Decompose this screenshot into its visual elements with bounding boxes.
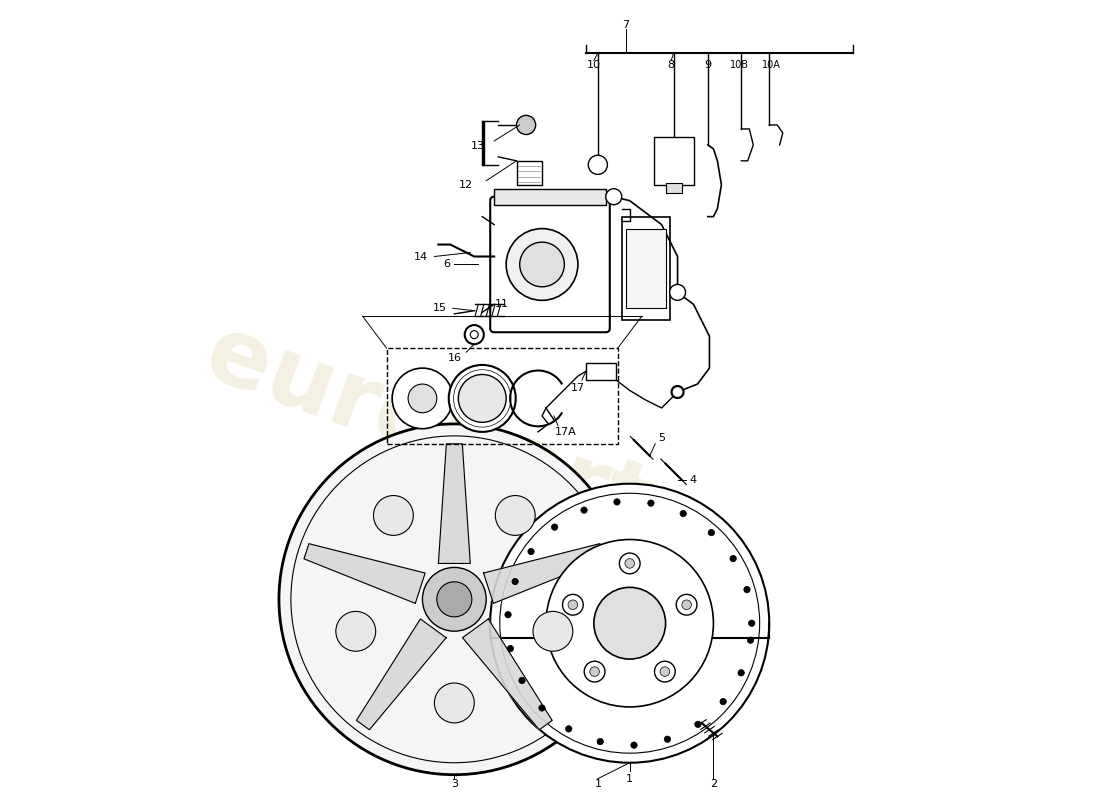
Text: 5: 5 [658, 434, 666, 443]
Bar [621, 217, 670, 320]
Circle shape [568, 600, 578, 610]
Text: 2: 2 [710, 779, 717, 790]
Circle shape [648, 500, 654, 506]
Text: 1: 1 [594, 778, 602, 789]
Circle shape [464, 325, 484, 344]
Text: 13: 13 [471, 142, 485, 151]
Circle shape [748, 620, 755, 626]
Text: 12: 12 [459, 180, 473, 190]
Bar [517, 161, 542, 185]
Circle shape [528, 548, 535, 554]
Circle shape [517, 115, 536, 134]
Circle shape [408, 384, 437, 413]
Circle shape [279, 424, 629, 774]
Circle shape [588, 155, 607, 174]
Polygon shape [484, 544, 605, 603]
Circle shape [594, 587, 666, 659]
Circle shape [708, 530, 715, 536]
Circle shape [519, 678, 525, 684]
Circle shape [534, 611, 573, 651]
Circle shape [695, 721, 701, 727]
Bar [482, 121, 484, 165]
Polygon shape [304, 544, 425, 603]
Text: a passion for parts since 1985: a passion for parts since 1985 [404, 493, 727, 626]
FancyBboxPatch shape [491, 197, 609, 332]
Circle shape [437, 582, 472, 617]
Polygon shape [462, 619, 552, 730]
Text: 16: 16 [448, 353, 461, 362]
Circle shape [680, 510, 686, 517]
Circle shape [597, 738, 604, 745]
Circle shape [505, 611, 512, 618]
Circle shape [619, 553, 640, 574]
Circle shape [676, 594, 697, 615]
Circle shape [539, 705, 546, 711]
Circle shape [738, 670, 745, 676]
Text: 4: 4 [690, 474, 697, 485]
Circle shape [422, 567, 486, 631]
Circle shape [519, 242, 564, 286]
Circle shape [614, 498, 620, 505]
Circle shape [630, 742, 637, 748]
Circle shape [584, 662, 605, 682]
Circle shape [590, 667, 600, 676]
Text: 10B: 10B [730, 60, 749, 70]
Circle shape [512, 578, 518, 585]
Text: 10: 10 [586, 60, 601, 70]
Text: europarts: europarts [194, 307, 715, 572]
Circle shape [672, 386, 683, 398]
Bar [586, 362, 616, 380]
Circle shape [664, 736, 671, 742]
Text: 15: 15 [433, 303, 447, 314]
Text: 3: 3 [451, 779, 458, 790]
Polygon shape [439, 444, 471, 563]
Circle shape [730, 555, 736, 562]
Circle shape [744, 586, 750, 593]
Circle shape [336, 611, 376, 651]
Circle shape [660, 667, 670, 676]
Circle shape [495, 495, 536, 535]
Circle shape [551, 524, 558, 530]
Circle shape [747, 637, 754, 643]
Bar [653, 137, 693, 185]
Circle shape [682, 600, 692, 610]
Circle shape [565, 726, 572, 732]
Text: 10A: 10A [762, 60, 781, 70]
Circle shape [606, 189, 621, 205]
Text: 1: 1 [626, 774, 634, 784]
Text: 11: 11 [495, 299, 509, 310]
Circle shape [393, 368, 453, 429]
Circle shape [374, 495, 414, 535]
Bar [666, 183, 682, 193]
Circle shape [471, 330, 478, 338]
Circle shape [546, 539, 714, 707]
Text: 9: 9 [704, 60, 712, 70]
Circle shape [434, 683, 474, 723]
Circle shape [562, 594, 583, 615]
Circle shape [491, 484, 769, 762]
Circle shape [625, 558, 635, 568]
Bar [386, 348, 618, 444]
Circle shape [654, 662, 675, 682]
Polygon shape [356, 619, 447, 730]
Text: 17A: 17A [556, 427, 576, 437]
Circle shape [670, 285, 685, 300]
Text: 7: 7 [623, 20, 629, 30]
Circle shape [459, 374, 506, 422]
Bar [494, 189, 606, 205]
Text: 8: 8 [668, 60, 674, 70]
Circle shape [507, 646, 514, 652]
Text: 14: 14 [414, 251, 428, 262]
Text: 6: 6 [443, 259, 450, 270]
Circle shape [671, 386, 684, 398]
Text: 17: 17 [571, 383, 585, 393]
Circle shape [720, 698, 726, 705]
Circle shape [449, 365, 516, 432]
Circle shape [581, 507, 587, 514]
Bar [626, 229, 666, 308]
Circle shape [506, 229, 578, 300]
